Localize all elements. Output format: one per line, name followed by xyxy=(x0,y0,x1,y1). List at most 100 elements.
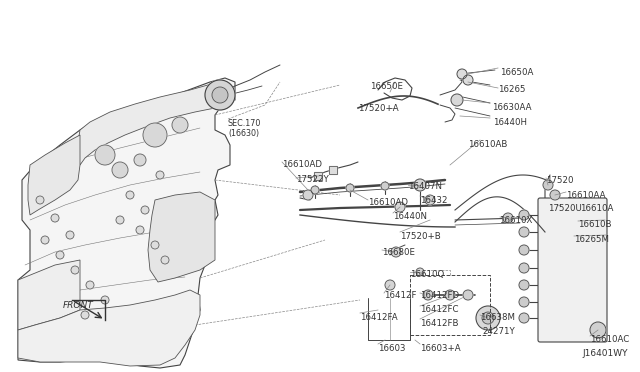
Circle shape xyxy=(303,190,313,200)
Circle shape xyxy=(86,281,94,289)
Circle shape xyxy=(391,247,401,257)
Text: 17520: 17520 xyxy=(546,176,573,185)
Polygon shape xyxy=(78,83,225,165)
Circle shape xyxy=(381,182,389,190)
Bar xyxy=(314,172,322,180)
Text: 17520+A: 17520+A xyxy=(358,104,399,113)
Text: SEC.170: SEC.170 xyxy=(228,119,261,128)
Circle shape xyxy=(416,268,424,276)
Text: 16610AD: 16610AD xyxy=(368,198,408,207)
Circle shape xyxy=(519,280,529,290)
Circle shape xyxy=(346,184,354,192)
Circle shape xyxy=(81,311,89,319)
Circle shape xyxy=(503,213,513,223)
Circle shape xyxy=(172,117,188,133)
Text: J16401WY: J16401WY xyxy=(582,349,628,358)
Polygon shape xyxy=(18,260,80,330)
Circle shape xyxy=(205,80,235,110)
Polygon shape xyxy=(18,290,200,366)
Polygon shape xyxy=(28,135,80,215)
Text: 16680E: 16680E xyxy=(382,248,415,257)
Bar xyxy=(329,166,337,174)
Circle shape xyxy=(141,206,149,214)
Text: 16412FC: 16412FC xyxy=(420,305,458,314)
Circle shape xyxy=(463,290,473,300)
Text: 16610AD: 16610AD xyxy=(282,160,322,169)
Text: 16638M: 16638M xyxy=(480,313,515,322)
Bar xyxy=(314,172,322,180)
Bar xyxy=(329,166,337,174)
Circle shape xyxy=(423,290,433,300)
Bar xyxy=(410,275,490,335)
Circle shape xyxy=(519,263,529,273)
Text: 17520U: 17520U xyxy=(548,204,582,213)
Text: 17522Y: 17522Y xyxy=(296,175,329,184)
Circle shape xyxy=(95,145,115,165)
Circle shape xyxy=(66,231,74,239)
Text: 17520+B: 17520+B xyxy=(400,232,441,241)
Text: 16603: 16603 xyxy=(378,344,406,353)
Text: 16603+A: 16603+A xyxy=(420,344,461,353)
Text: 16412F: 16412F xyxy=(384,291,417,300)
Text: FRONT: FRONT xyxy=(63,301,93,310)
Circle shape xyxy=(519,210,529,220)
Circle shape xyxy=(414,179,426,191)
Circle shape xyxy=(212,87,228,103)
Polygon shape xyxy=(18,78,235,368)
Circle shape xyxy=(425,195,435,205)
Text: 16432: 16432 xyxy=(420,196,447,205)
Circle shape xyxy=(519,227,529,237)
Circle shape xyxy=(395,202,405,212)
Circle shape xyxy=(463,75,473,85)
Circle shape xyxy=(36,196,44,204)
Circle shape xyxy=(116,216,124,224)
Circle shape xyxy=(590,322,606,338)
Circle shape xyxy=(156,171,164,179)
Circle shape xyxy=(451,94,463,106)
Text: 16650A: 16650A xyxy=(500,68,533,77)
Text: 16610B: 16610B xyxy=(578,220,611,229)
Circle shape xyxy=(136,226,144,234)
Text: 16610Q: 16610Q xyxy=(410,270,444,279)
Circle shape xyxy=(41,236,49,244)
Text: 16610AC: 16610AC xyxy=(590,335,629,344)
Text: 16610X: 16610X xyxy=(499,216,532,225)
Text: 24271Y: 24271Y xyxy=(482,327,515,336)
Circle shape xyxy=(161,256,169,264)
Polygon shape xyxy=(148,192,215,282)
Circle shape xyxy=(550,190,560,200)
Text: 16440N: 16440N xyxy=(393,212,427,221)
Circle shape xyxy=(457,69,467,79)
Text: 16412FA: 16412FA xyxy=(360,313,397,322)
Circle shape xyxy=(543,180,553,190)
Text: 16265: 16265 xyxy=(498,85,525,94)
Circle shape xyxy=(482,312,494,324)
Circle shape xyxy=(71,266,79,274)
Text: 16610AA: 16610AA xyxy=(566,191,605,200)
Circle shape xyxy=(151,241,159,249)
Text: 16407N: 16407N xyxy=(408,182,442,191)
Circle shape xyxy=(445,290,455,300)
Circle shape xyxy=(112,162,128,178)
Circle shape xyxy=(101,296,109,304)
Circle shape xyxy=(311,186,319,194)
Text: 16440H: 16440H xyxy=(493,118,527,127)
Text: 16610A: 16610A xyxy=(580,204,613,213)
Text: 16412FB: 16412FB xyxy=(420,319,458,328)
Circle shape xyxy=(134,154,146,166)
Text: 16265M: 16265M xyxy=(574,235,609,244)
Text: 16610AB: 16610AB xyxy=(468,140,508,149)
Text: 16412FD: 16412FD xyxy=(420,291,459,300)
Circle shape xyxy=(143,123,167,147)
Circle shape xyxy=(519,297,529,307)
FancyBboxPatch shape xyxy=(538,198,607,342)
Text: (16630): (16630) xyxy=(228,129,259,138)
Circle shape xyxy=(519,245,529,255)
Circle shape xyxy=(519,313,529,323)
Text: 16630AA: 16630AA xyxy=(492,103,531,112)
Circle shape xyxy=(51,214,59,222)
Text: 16650E: 16650E xyxy=(370,82,403,91)
Circle shape xyxy=(385,280,395,290)
Circle shape xyxy=(56,251,64,259)
Circle shape xyxy=(476,306,500,330)
